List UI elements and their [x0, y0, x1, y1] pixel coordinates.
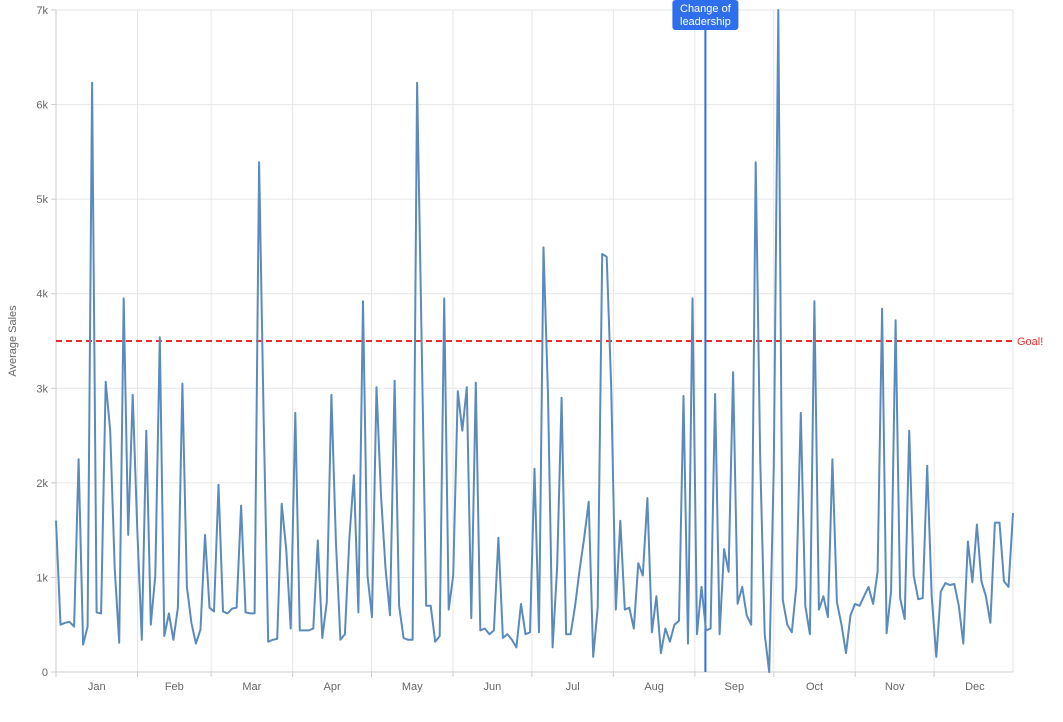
x-tick-label: Jan: [88, 681, 106, 693]
y-tick-label: 0: [42, 667, 48, 679]
x-tick-label: Sep: [725, 681, 745, 693]
x-tick-label: May: [402, 681, 423, 693]
x-tick-label: Dec: [965, 681, 985, 693]
y-axis-title: Average Sales: [7, 305, 19, 377]
x-tick-label: Oct: [806, 681, 823, 693]
event-marker-label-text: Change of: [680, 3, 732, 15]
x-tick-label: Feb: [165, 681, 184, 693]
chart-svg: 0 1k 2k 3k 4k 5k 6k 7k Jan Feb Mar Apr May Jun Jul Aug S…: [0, 0, 1063, 722]
x-tick-label: Jul: [566, 681, 580, 693]
event-marker-label-text: leadership: [680, 16, 731, 28]
sales-line-chart: 0 1k 2k 3k 4k 5k 6k 7k Jan Feb Mar Apr May Jun Jul Aug S…: [0, 0, 1063, 722]
y-tick-label: 2k: [36, 478, 48, 490]
y-tick-label: 7k: [36, 5, 48, 17]
x-tick-label: Apr: [323, 681, 340, 693]
y-tick-label: 6k: [36, 100, 48, 112]
x-tick-label: Nov: [885, 681, 905, 693]
y-tick-label: 1k: [36, 572, 48, 584]
x-tick-label: Jun: [484, 681, 502, 693]
x-tick-label: Mar: [242, 681, 261, 693]
goal-label: Goal!: [1017, 336, 1043, 348]
y-tick-label: 4k: [36, 289, 48, 301]
y-tick-label: 5k: [36, 194, 48, 206]
x-tick-label: Aug: [644, 681, 664, 693]
y-tick-label: 3k: [36, 383, 48, 395]
